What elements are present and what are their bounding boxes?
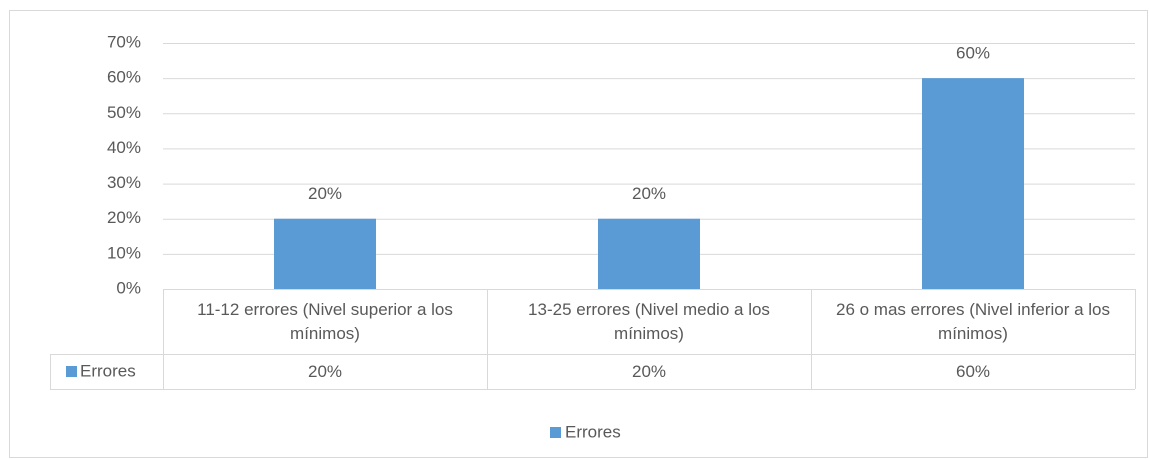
data-label: 60%: [956, 44, 990, 63]
bar: [598, 218, 700, 289]
legend-label: Errores: [565, 422, 621, 441]
data-label: 20%: [632, 184, 666, 203]
table-series-name: Errores: [80, 361, 136, 380]
y-tick-label: 50%: [107, 103, 141, 122]
y-tick-label: 40%: [107, 138, 141, 157]
table-legend-key: [66, 366, 77, 377]
chart-border: [9, 10, 1148, 458]
table-value: 20%: [307, 361, 343, 381]
y-tick-label: 0%: [116, 278, 141, 297]
y-tick-label: 70%: [107, 32, 141, 51]
category-label: 26 o mas errores (Nivel inferior a los m…: [836, 299, 1110, 343]
y-tick-label: 20%: [107, 208, 141, 227]
category-label: 13-25 errores (Nivel medio a los mínimos…: [528, 299, 770, 343]
y-tick-label: 60%: [107, 68, 141, 87]
table-value: 20%: [631, 361, 667, 381]
legend-key: [550, 427, 561, 438]
category-label: 11-12 errores (Nivel superior a los míni…: [197, 299, 453, 343]
y-tick-label: 30%: [107, 173, 141, 192]
table-value: 60%: [955, 361, 991, 381]
bar: [274, 218, 376, 289]
data-label: 20%: [308, 184, 342, 203]
bar: [922, 78, 1024, 290]
y-tick-label: 10%: [107, 243, 141, 262]
